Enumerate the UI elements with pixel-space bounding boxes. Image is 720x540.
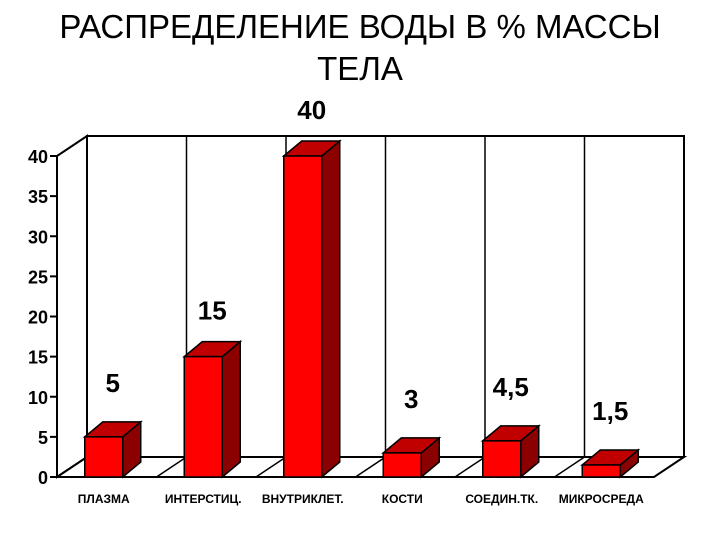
- bar: [482, 440, 522, 478]
- y-tick-label: 30: [28, 227, 48, 247]
- floor-divider: [554, 456, 585, 478]
- y-tick-label: 0: [38, 468, 48, 488]
- floor-divider: [454, 456, 486, 478]
- bar: [581, 464, 621, 478]
- chart-title-line-1: РАСПРЕДЕЛЕНИЕ ВОДЫ В % МАССЫ: [59, 8, 661, 45]
- floor-divider: [355, 456, 386, 478]
- chart-title: РАСПРЕДЕЛЕНИЕ ВОДЫ В % МАССЫ ТЕЛА: [0, 6, 720, 90]
- side-wall: [56, 134, 88, 479]
- floor-divider: [255, 456, 287, 478]
- y-tick-label: 5: [38, 428, 48, 448]
- y-tick-label: 35: [28, 187, 48, 207]
- data-label: 15: [198, 296, 227, 326]
- bar: [183, 355, 223, 478]
- y-tick-label: 20: [28, 308, 48, 328]
- bar: [283, 155, 323, 478]
- y-tick-label: 40: [28, 147, 48, 167]
- data-label: 40: [297, 95, 326, 125]
- y-tick-label: 15: [28, 348, 48, 368]
- category-label: ИНТЕРСТИЦ.: [165, 492, 242, 506]
- category-label: ВНУТРИКЛЕТ.: [262, 492, 344, 506]
- bar-side: [321, 139, 341, 479]
- bar: [84, 436, 124, 478]
- data-label: 1,5: [592, 396, 628, 426]
- y-tick-label: 10: [28, 388, 48, 408]
- category-label: СОЕДИН.ТК.: [465, 492, 538, 506]
- bar-side: [221, 340, 241, 479]
- y-tick-label: 25: [28, 267, 48, 287]
- category-label: МИКРОСРЕДА: [559, 492, 644, 506]
- category-label: КОСТИ: [382, 492, 423, 506]
- data-label: 3: [404, 384, 418, 414]
- data-label: 4,5: [493, 372, 529, 402]
- chart-title-line-2: ТЕЛА: [317, 50, 403, 87]
- category-label: ПЛАЗМА: [78, 492, 130, 506]
- bar: [382, 452, 422, 478]
- floor-divider: [156, 456, 187, 478]
- data-label: 5: [106, 368, 120, 398]
